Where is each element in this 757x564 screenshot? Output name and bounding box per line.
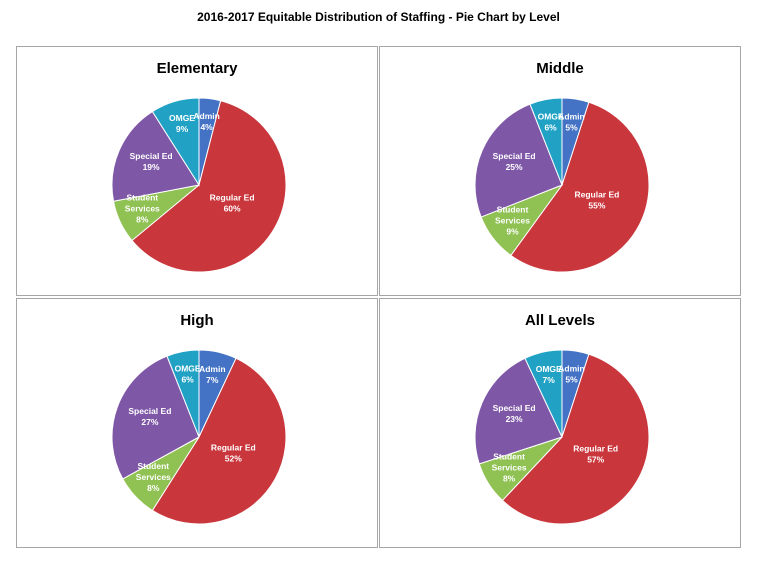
pie-slice-regular-ed <box>151 357 287 525</box>
pie-slice-special-ed <box>474 103 563 218</box>
data-label-special-ed: Special Ed 23% <box>493 403 536 424</box>
data-label-special-ed: Special Ed 27% <box>128 406 171 427</box>
main-title: 2016-2017 Equitable Distribution of Staf… <box>197 10 560 24</box>
pie-slice-omge <box>529 97 563 186</box>
data-label-student-services: Student Services 8% <box>492 452 527 484</box>
data-label-regular-ed: Regular Ed 60% <box>210 193 255 214</box>
data-label-special-ed: Special Ed 25% <box>493 151 536 172</box>
data-label-omge: OMGE 6% <box>538 112 564 133</box>
chart-title: Middle <box>536 60 584 77</box>
chart-panel-all-levels: All Levels Admin 5% Regular Ed 57% Student Se… <box>379 298 741 548</box>
data-label-omge: OMGE 6% <box>175 364 201 385</box>
data-label-regular-ed: Regular Ed 55% <box>574 189 619 210</box>
data-label-omge: OMGE 9% <box>169 113 195 134</box>
data-label-student-services: Student Services 8% <box>125 193 160 225</box>
pie-slice-special-ed <box>474 357 563 465</box>
data-label-admin: Admin 5% <box>558 363 584 384</box>
pie-slice-omge <box>524 349 563 438</box>
pie-slice-omge <box>151 97 200 187</box>
pie-slice-special-ed <box>111 110 200 202</box>
data-label-admin: Admin 4% <box>193 111 219 132</box>
data-label-admin: Admin 7% <box>199 364 225 385</box>
chart-title: Elementary <box>156 60 238 77</box>
chart-panel-middle: Middle Admin 5% Regular Ed 55% Student Servic… <box>379 46 741 296</box>
chart-title: High <box>180 312 214 329</box>
data-label-regular-ed: Regular Ed 57% <box>573 443 618 464</box>
chart-title: All Levels <box>524 312 596 329</box>
data-label-omge: OMGE 7% <box>536 364 562 385</box>
data-label-student-services: Student Services 8% <box>136 461 171 493</box>
pie-chart-middle: Admin 5% Regular Ed 55% Student Services 9% Spe… <box>474 97 650 273</box>
pie-chart-all-levels: Admin 5% Regular Ed 57% Student Services 8% Spe… <box>474 349 650 525</box>
pie-slice-special-ed <box>111 355 200 480</box>
data-label-student-services: Student Services 9% <box>495 204 530 236</box>
pie-chart-high: Admin 7% Regular Ed 52% Student Services 8% Spe… <box>111 349 287 525</box>
data-label-regular-ed: Regular Ed 52% <box>211 442 256 463</box>
pie-slice-omge <box>166 349 200 438</box>
data-label-special-ed: Special Ed 19% <box>130 151 173 172</box>
pie-slice-regular-ed <box>510 101 650 273</box>
pie-slice-regular-ed <box>501 353 650 525</box>
chart-panel-elementary: Elementary Admin 4% Regular Ed 60% Student Se… <box>16 46 378 296</box>
pie-slice-regular-ed <box>131 100 287 273</box>
chart-panel-high: High Admin 7% Regular Ed 52% Student Services… <box>16 298 378 548</box>
data-label-admin: Admin 5% <box>558 111 584 132</box>
pie-chart-elementary: Admin 4% Regular Ed 60% Student Services 8% Spe… <box>111 97 287 273</box>
